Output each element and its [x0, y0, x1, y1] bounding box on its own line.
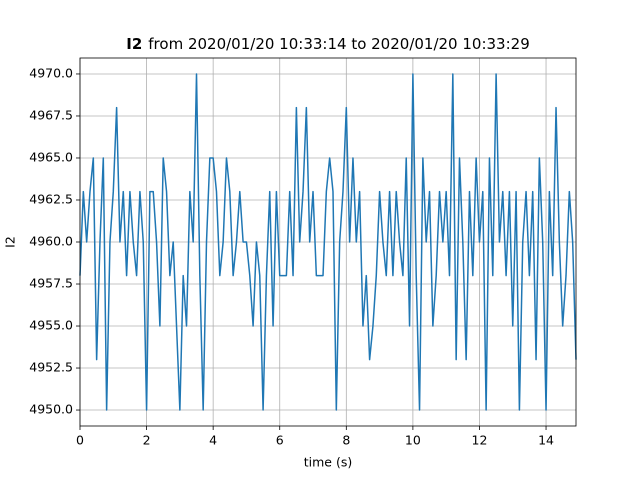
- y-tick-label: 4950.0: [29, 402, 73, 417]
- x-tick-label: 12: [472, 433, 488, 448]
- x-tick-label: 2: [143, 433, 151, 448]
- chart-title: I2 from 2020/01/20 10:33:14 to 2020/01/20…: [126, 35, 529, 53]
- title-variable: I2: [126, 35, 142, 53]
- y-tick-label: 4960.0: [29, 234, 73, 249]
- x-tick-label: 6: [276, 433, 284, 448]
- title-text: from 2020/01/20 10:33:14 to 2020/01/20 1…: [148, 35, 529, 53]
- y-tick-label: 4962.5: [29, 191, 73, 206]
- y-axis-label: I2: [3, 236, 18, 248]
- y-tick-label: 4952.5: [29, 360, 73, 375]
- y-tick-label: 4957.5: [29, 276, 73, 291]
- x-tick-label: 8: [342, 433, 350, 448]
- x-axis-label: time (s): [304, 455, 352, 470]
- y-tick-label: 4965.0: [29, 149, 73, 164]
- x-tick-label: 0: [76, 433, 84, 448]
- x-tick-label: 14: [538, 433, 554, 448]
- x-tick-label: 10: [405, 433, 421, 448]
- axes-frame: [79, 57, 577, 427]
- y-tick-label: 4955.0: [29, 318, 73, 333]
- y-tick-label: 4970.0: [29, 65, 73, 80]
- y-tick-label: 4967.5: [29, 107, 73, 122]
- x-tick-label: 4: [209, 433, 217, 448]
- data-line: [79, 73, 577, 411]
